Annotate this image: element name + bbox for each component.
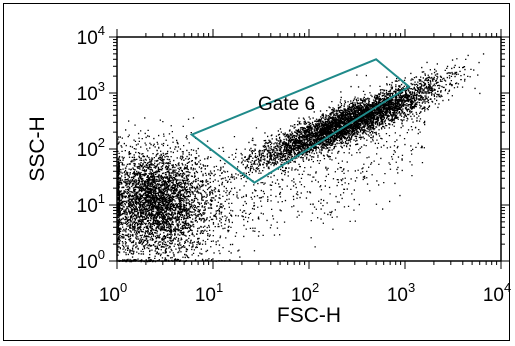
event-dots: [117, 53, 485, 263]
x-axis-label: FSC-H: [277, 304, 341, 327]
gate-polygon[interactable]: [189, 58, 411, 184]
y-axis-label: SSC-H: [26, 116, 49, 181]
y-tick-label: 101: [77, 191, 105, 217]
x-axis-tick-labels: 100 101 102 103 104: [99, 280, 511, 306]
y-tick-label: 100: [77, 247, 105, 273]
x-tick-label: 100: [99, 280, 127, 306]
y-tick-label: 102: [77, 135, 105, 161]
y-axis-tick-labels: 100 101 102 103 104: [77, 23, 105, 273]
x-tick-label: 102: [291, 280, 319, 306]
x-tick-label: 103: [387, 280, 415, 306]
x-tick-label: 104: [483, 280, 511, 306]
plot-border: [116, 36, 502, 262]
y-tick-label: 104: [77, 23, 105, 49]
gate-label[interactable]: Gate 6: [258, 94, 315, 115]
x-tick-label: 101: [195, 280, 223, 306]
data-points: [117, 53, 485, 263]
y-tick-label: 103: [77, 79, 105, 105]
